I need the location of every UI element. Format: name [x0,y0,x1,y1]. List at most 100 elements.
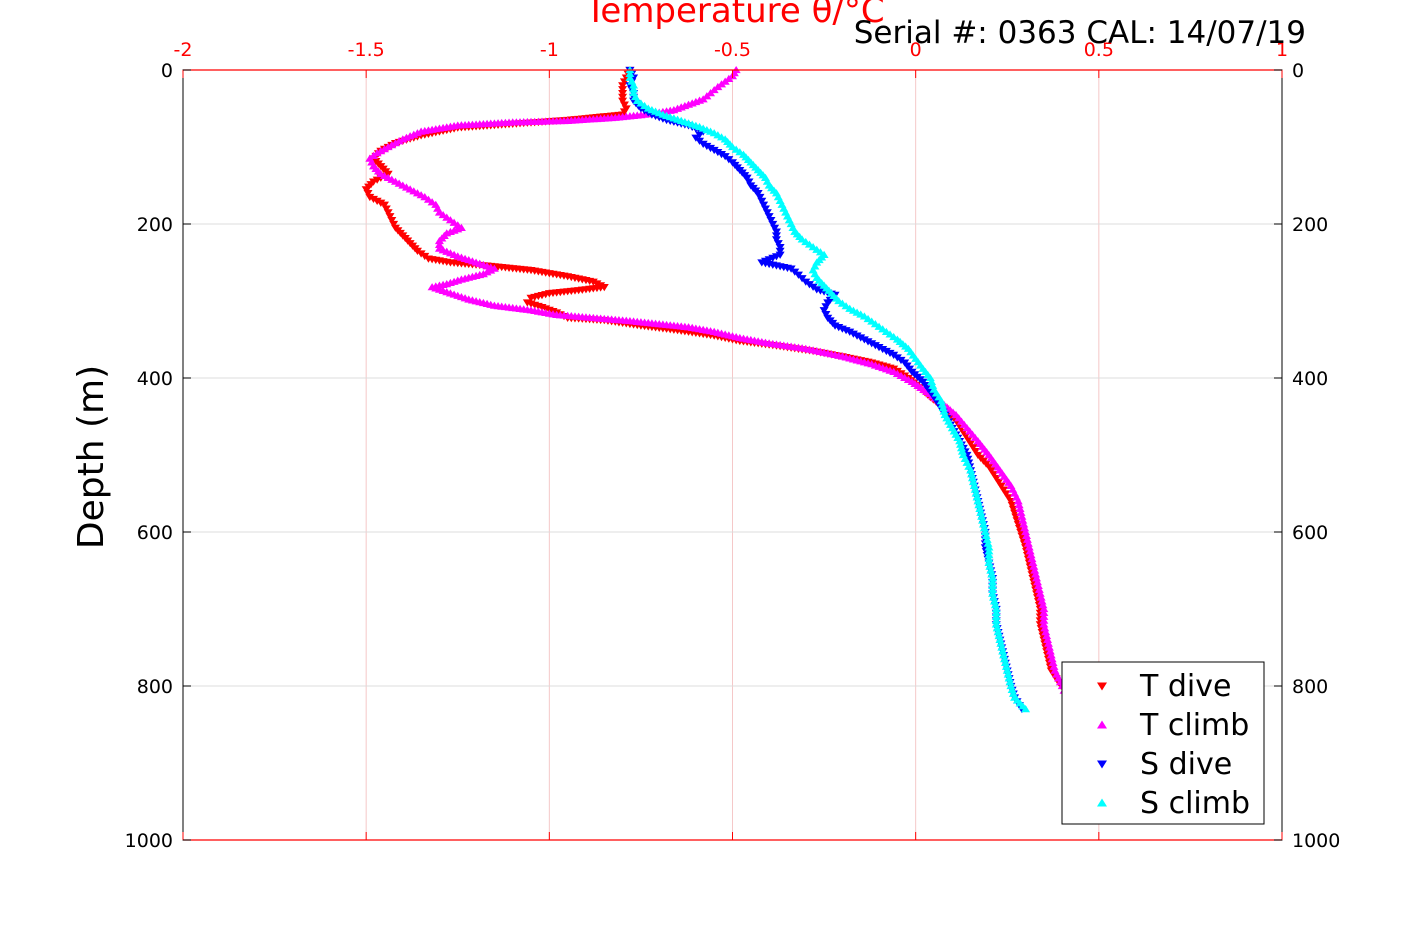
data-point [1021,527,1031,536]
data-point [1031,570,1041,578]
data-point [991,616,1001,624]
data-point [867,340,877,348]
data-point [988,589,998,597]
data-point [967,474,977,482]
data-point [713,148,723,157]
y-tick-label-right: 200 [1292,214,1328,236]
data-point [984,558,994,566]
data-point [990,601,1000,609]
data-point [971,448,981,456]
data-point [1017,512,1027,520]
data-point [986,467,996,475]
data-point [983,539,993,547]
data-point [618,82,628,90]
data-point [967,470,977,478]
data-point [989,597,999,605]
data-point [939,407,949,415]
data-point [368,195,378,204]
data-point [771,232,781,240]
data-point [372,176,382,184]
data-point [1003,670,1013,678]
data-point [1014,501,1024,509]
y-tick-label-left: 0 [161,60,173,82]
data-point [821,303,831,311]
data-point [760,205,770,213]
data-point [379,201,389,209]
data-point [742,174,752,182]
serial-cal-label: Serial #: 0363 CAL: 14/07/19 [854,15,1306,51]
data-point [999,651,1009,659]
data-point [775,243,785,252]
data-point [997,643,1007,651]
data-point [770,224,780,232]
data-point [973,497,983,505]
data-point [991,608,1001,616]
x-tick-label: 1 [1276,39,1288,61]
data-point [1025,547,1035,555]
data-point [1038,601,1048,609]
data-point [845,328,855,336]
data-point [970,485,980,493]
data-point [1021,705,1031,713]
data-point [955,437,965,445]
data-point [878,345,888,354]
data-point [874,344,884,352]
data-point [819,307,829,315]
data-point [999,486,1009,494]
data-point [387,217,397,225]
data-point [1032,578,1042,586]
data-point [361,186,371,194]
data-point [996,482,1006,490]
x-tick-label: -2 [174,39,193,61]
data-point [963,436,973,444]
data-point [998,647,1008,655]
legend-marker [1097,682,1107,691]
data-point [863,338,873,346]
data-point [744,178,754,186]
data-point [968,477,978,486]
data-point [1026,551,1036,559]
y-tick-label-left: 200 [137,214,173,236]
data-point [957,447,967,455]
data-point [1001,662,1011,670]
data-point [1033,581,1043,590]
data-point [856,334,866,342]
data-point [966,466,976,474]
x-tick-label: -1 [540,39,559,61]
data-point [859,336,869,344]
data-point [989,593,999,601]
x-tick-label: -0.5 [714,39,751,61]
data-point [363,190,373,198]
data-point [618,97,628,105]
data-point [381,205,391,213]
data-point [759,201,769,209]
data-point [1021,531,1031,539]
data-point [984,554,994,563]
data-point [1043,639,1053,647]
data-point [1046,651,1056,659]
data-point [993,628,1003,636]
data-point [1020,524,1030,532]
data-point [980,527,990,536]
data-point [1040,624,1050,632]
data-point [1015,504,1025,513]
data-point [753,190,763,198]
data-point [1007,685,1017,693]
data-point [762,209,772,217]
data-point [629,85,639,93]
chart-title: Temperature θ/°C [584,0,884,31]
data-point [1042,631,1052,640]
data-point [984,551,994,559]
data-point [1016,508,1026,516]
y-tick-label-left: 600 [137,522,173,544]
data-point [937,400,947,408]
data-point [389,220,399,229]
series-s-dive [625,66,1027,714]
y-axis-label: Depth (m) [71,365,112,549]
data-point [618,86,628,94]
series-t-climb [365,65,1071,699]
data-point [979,524,989,532]
data-point [365,193,375,202]
data-point [717,151,727,159]
